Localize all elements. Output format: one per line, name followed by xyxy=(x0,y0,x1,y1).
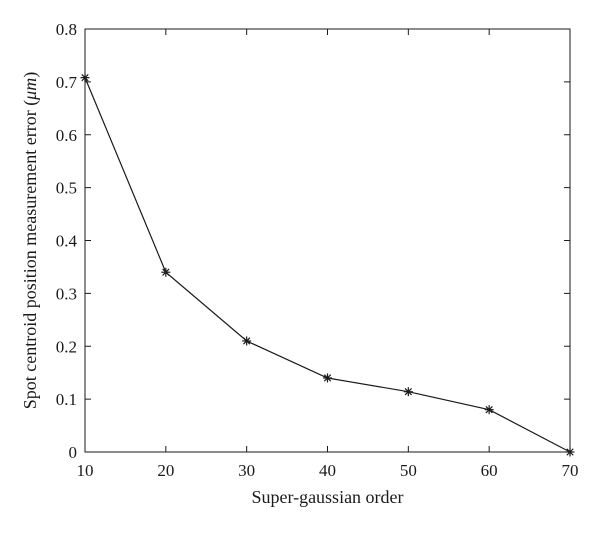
y-tick-label: 0.1 xyxy=(56,390,77,409)
y-axis-title-text: Spot centroid position measurement error… xyxy=(20,100,41,409)
marker-stroke xyxy=(485,406,493,414)
series-group xyxy=(80,73,575,457)
y-tick-label: 0 xyxy=(69,443,78,462)
data-point-marker xyxy=(403,387,413,397)
marker-stroke xyxy=(404,388,412,396)
data-point-marker xyxy=(161,267,171,277)
y-tick-label: 0.8 xyxy=(56,20,77,39)
marker-stroke xyxy=(162,268,170,276)
y-axis-ticks: 0 0.1 0.2 0.3 0.4 0.5 0.6 0.7 0.8 xyxy=(56,20,570,462)
y-axis-title-unit: μm xyxy=(20,78,40,101)
y-tick-label: 0.2 xyxy=(56,337,77,356)
y-tick-label: 0.4 xyxy=(56,232,78,251)
marker-stroke xyxy=(81,73,89,82)
y-axis-title-suffix: ) xyxy=(20,72,41,78)
y-axis-title: Spot centroid position measurement error… xyxy=(20,72,41,409)
x-tick-label: 50 xyxy=(400,461,417,480)
y-tick-label: 0.5 xyxy=(56,179,77,198)
data-point-marker xyxy=(242,336,252,346)
marker-stroke xyxy=(323,374,332,382)
marker-stroke xyxy=(243,337,251,345)
x-tick-label: 20 xyxy=(157,461,174,480)
plot-frame xyxy=(84,28,571,453)
y-tick-label: 0.3 xyxy=(56,284,77,303)
data-point-marker xyxy=(565,447,575,457)
x-axis-title: Super-gaussian order xyxy=(251,487,403,507)
data-point-marker xyxy=(323,373,332,383)
series-line xyxy=(84,77,571,453)
x-axis-ticks: 10 20 30 40 50 60 70 xyxy=(77,29,579,480)
x-tick-label: 10 xyxy=(77,461,94,480)
x-tick-label: 60 xyxy=(481,461,498,480)
x-tick-label: 30 xyxy=(238,461,255,480)
y-tick-label: 0.6 xyxy=(56,126,77,145)
x-tick-label: 70 xyxy=(562,461,579,480)
x-tick-label: 40 xyxy=(319,461,336,480)
marker-stroke xyxy=(566,448,574,456)
data-point-marker xyxy=(80,73,90,83)
y-tick-label: 0.7 xyxy=(56,73,78,92)
data-point-marker xyxy=(484,405,494,415)
